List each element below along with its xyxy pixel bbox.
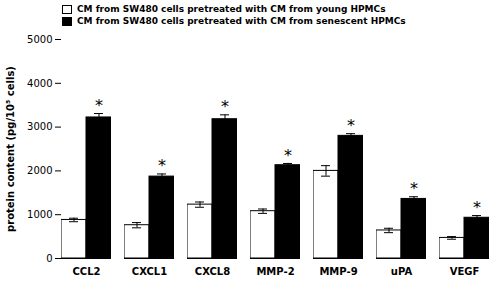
svg-text:*: * bbox=[410, 179, 418, 198]
svg-text:CCL2: CCL2 bbox=[72, 266, 100, 277]
svg-text:3000: 3000 bbox=[27, 121, 52, 132]
svg-text:*: * bbox=[158, 156, 166, 175]
svg-text:uPA: uPA bbox=[391, 266, 413, 277]
svg-text:VEGF: VEGF bbox=[450, 266, 480, 277]
svg-text:2000: 2000 bbox=[27, 165, 52, 176]
html-text:CM from SW480 cells pretreated: CM from SW480 cells pretreated with CM f… bbox=[77, 16, 406, 26]
svg-text:protein content (pg/10⁵ cells): protein content (pg/10⁵ cells) bbox=[5, 66, 16, 232]
svg-text:0: 0 bbox=[46, 253, 52, 264]
svg-text:CXCL1: CXCL1 bbox=[132, 266, 167, 277]
svg-text:*: * bbox=[221, 97, 229, 116]
svg-text:4000: 4000 bbox=[27, 78, 52, 89]
svg-text:*: * bbox=[284, 146, 292, 165]
svg-text:MMP-9: MMP-9 bbox=[319, 266, 357, 277]
svg-text:MMP-2: MMP-2 bbox=[256, 266, 294, 277]
svg-text:*: * bbox=[95, 96, 103, 115]
svg-text:5000: 5000 bbox=[27, 34, 52, 45]
svg-text:1000: 1000 bbox=[27, 209, 52, 220]
svg-text:CXCL8: CXCL8 bbox=[195, 266, 230, 277]
svg-text:*: * bbox=[473, 198, 481, 217]
html-text:CM from SW480 cells pretreated: CM from SW480 cells pretreated with CM f… bbox=[77, 4, 386, 14]
svg-text:*: * bbox=[347, 116, 355, 135]
